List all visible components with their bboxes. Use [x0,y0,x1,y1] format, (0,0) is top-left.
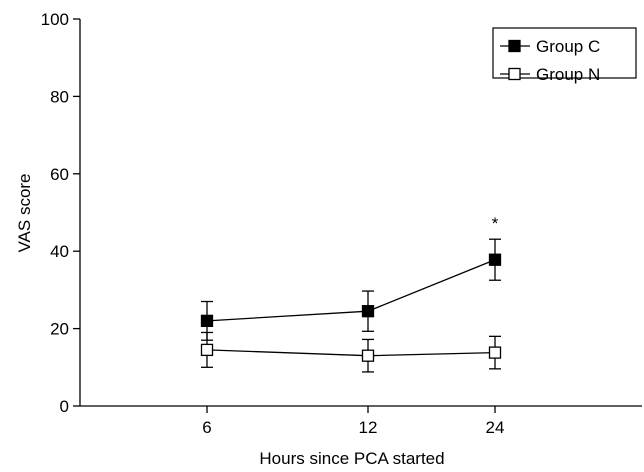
x-ticks: 6 12 24 [202,406,504,437]
legend: Group C Group N [492,27,637,84]
legend-marker [508,67,521,81]
y-tick-label: 20 [50,320,69,339]
x-tick-label: 6 [202,418,211,437]
series-line [206,349,496,357]
annotations: * [492,214,499,233]
data-point [200,314,214,328]
y-tick-label: 60 [50,165,69,184]
significance-marker: * [492,214,499,233]
y-ticks: 0 20 40 60 80 100 [41,10,80,416]
data-point [361,349,375,362]
y-tick-label: 80 [50,87,69,106]
x-tick-label: 12 [359,418,378,437]
data-point [361,305,375,318]
series-line [206,259,496,322]
legend-label: Group N [536,65,600,84]
series-group-n [200,331,502,373]
legend-marker [508,39,521,53]
x-tick-label: 24 [486,418,505,437]
axes [79,19,642,407]
y-tick-label: 40 [50,242,69,261]
y-tick-label: 0 [60,397,69,416]
data-point [488,346,502,359]
series-group [200,238,502,373]
data-point [200,343,214,357]
series-group-c [200,238,502,341]
legend-label: Group C [536,37,600,56]
y-axis-title: VAS score [15,173,34,252]
y-tick-label: 100 [41,10,69,29]
data-point [488,253,502,266]
x-axis-title: Hours since PCA started [259,449,444,468]
